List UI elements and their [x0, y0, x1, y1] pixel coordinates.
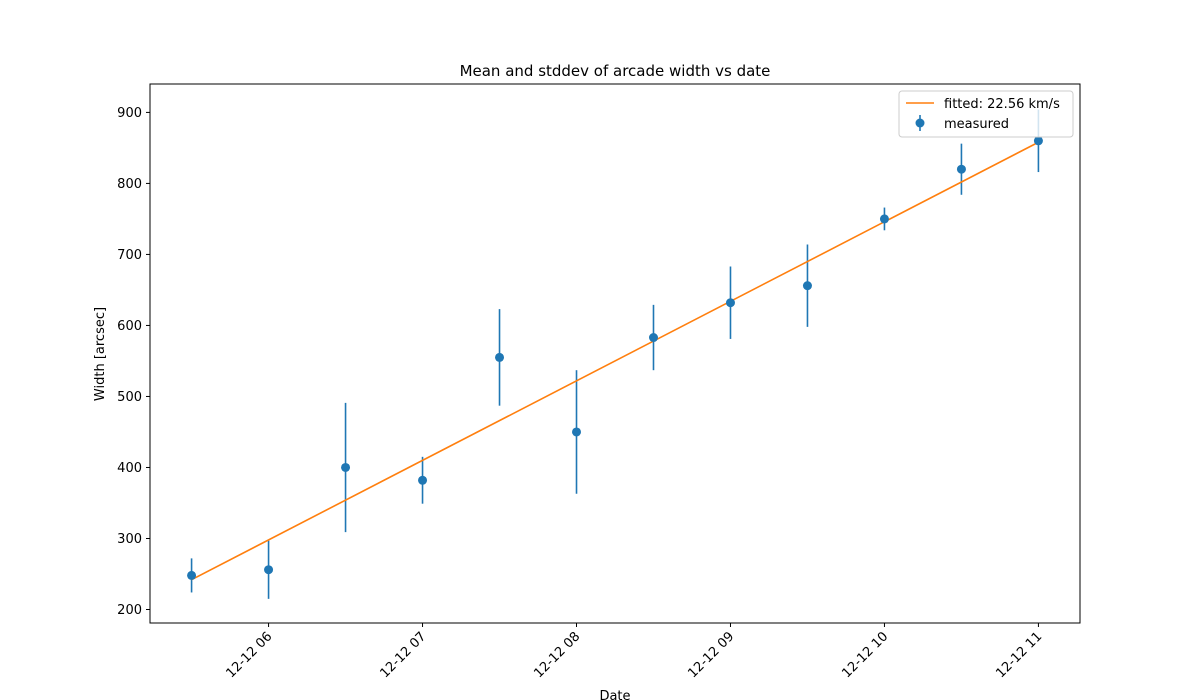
- y-tick-label: 800: [117, 177, 142, 192]
- y-tick-label: 600: [117, 319, 142, 334]
- data-point: [418, 475, 428, 485]
- axes-frame: [149, 83, 1081, 624]
- legend-marker-swatch: [915, 118, 925, 128]
- chart-title: Mean and stddev of arcade width vs date: [460, 62, 771, 80]
- data-point: [802, 281, 812, 291]
- data-point: [956, 164, 966, 174]
- data-point: [495, 352, 505, 362]
- data-point: [264, 565, 274, 575]
- data-point: [187, 570, 197, 580]
- data-point: [648, 333, 658, 343]
- plot-area: [187, 109, 1043, 599]
- legend: fitted: 22.56 km/s measured: [898, 90, 1074, 138]
- legend-box: [898, 90, 1074, 138]
- legend-label-fitted: fitted: 22.56 km/s: [944, 97, 1060, 112]
- y-tick-label: 900: [117, 106, 142, 121]
- y-tick-label: 500: [117, 390, 142, 405]
- data-point: [341, 462, 351, 472]
- data-point: [725, 298, 735, 308]
- y-tick-label: 700: [117, 248, 142, 263]
- x-axis-label: Date: [599, 689, 630, 700]
- y-tick-label: 200: [117, 603, 142, 618]
- y-axis-label: Width [arcsec]: [93, 307, 108, 401]
- data-point: [879, 214, 889, 224]
- y-tick-label: 300: [117, 532, 142, 547]
- data-point: [1033, 136, 1043, 146]
- data-point: [572, 427, 582, 437]
- y-tick-label: 400: [117, 461, 142, 476]
- legend-label-measured: measured: [944, 117, 1009, 132]
- fitted-line: [191, 141, 1039, 581]
